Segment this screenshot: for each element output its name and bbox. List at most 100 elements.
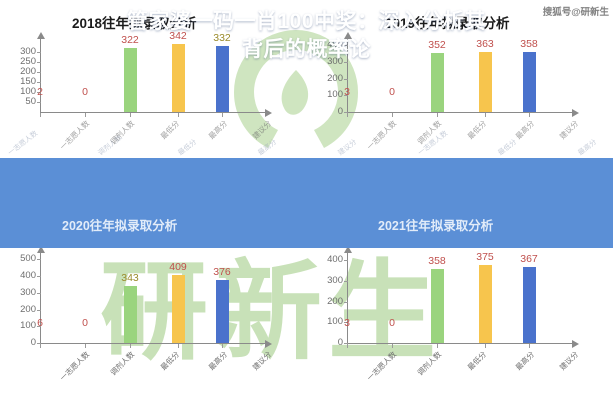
y-axis-arrow-icon: [36, 32, 45, 39]
bar-value-label: 367: [520, 252, 538, 265]
bar-value-label: 376: [213, 266, 231, 279]
y-tick-mark: [37, 276, 41, 278]
y-tick-mark: [37, 52, 41, 53]
y-tick-label: 200: [20, 66, 36, 77]
y-tick-mark: [344, 343, 348, 344]
chart-title-2019: 2019往年拟录取分析: [385, 16, 510, 31]
bar-value-label: 3: [344, 86, 350, 98]
bar-value-label: 358: [428, 254, 446, 267]
x-axis-label: 一志愿人数: [58, 349, 92, 383]
x-tick-mark: [347, 344, 348, 348]
chart-title-2021: 2021往年拟录取分析: [378, 219, 494, 233]
y-tick-label: 200: [20, 303, 36, 315]
y-tick-label: 0: [337, 337, 343, 348]
x-axis-arrow-icon: [265, 339, 272, 348]
x-axis-label: 调剂人数: [415, 349, 444, 378]
x-axis-arrow-icon: [265, 108, 272, 117]
y-axis-arrow-icon: [343, 246, 352, 253]
bar-value-label: 342: [169, 29, 187, 42]
y-tick-mark: [37, 309, 41, 311]
bar: [430, 53, 444, 112]
bar: [430, 268, 444, 343]
bar: [478, 265, 492, 343]
x-tick-mark: [485, 113, 486, 117]
y-axis: [347, 252, 348, 343]
y-tick-mark: [37, 62, 41, 63]
banner-headline-line1: 管家婆一码一肖100中奖：深入分析其: [126, 10, 487, 33]
y-axis: [40, 252, 41, 343]
y-axis-arrow-icon: [36, 246, 45, 253]
y-tick-mark: [37, 102, 41, 103]
x-axis-label: 最高分: [513, 349, 537, 372]
y-tick-mark: [37, 292, 41, 294]
x-axis-label: 建议分: [557, 118, 581, 141]
bar-value-label: 332: [213, 31, 231, 44]
x-axis: [40, 112, 265, 113]
y-tick-mark: [344, 301, 348, 303]
x-axis-arrow-icon: [572, 108, 579, 117]
bar-value-label: 0: [82, 317, 88, 329]
x-tick-mark: [130, 113, 131, 117]
bar: [123, 285, 137, 343]
x-tick-mark: [222, 344, 223, 348]
x-axis-label: 最高分: [206, 118, 230, 141]
x-tick-mark: [222, 113, 223, 117]
y-tick-label: 200: [327, 295, 343, 307]
banner-headline-line2: 背后的概率论: [242, 38, 371, 61]
x-tick-mark: [485, 344, 486, 348]
x-axis: [40, 343, 265, 344]
bar-value-label: 0: [82, 86, 88, 98]
chart-panel-2018: 300 250 200 150 100 50 2 一志愿人数 0 调剂人数 322 最低分 342 最高分…: [0, 30, 306, 158]
x-tick-mark: [347, 113, 348, 117]
x-axis-label: 建议分: [557, 349, 581, 372]
y-tick-label: 250: [20, 56, 36, 67]
x-tick-mark: [178, 344, 179, 348]
y-tick-label: 200: [327, 72, 343, 84]
x-axis-label: 最低分: [158, 118, 182, 141]
x-axis-label: 建议分: [250, 118, 274, 141]
chart-title-2018: 2018往年拟录取分析: [72, 16, 197, 31]
x-axis-label: 最低分: [465, 349, 489, 372]
bar-value-label: 3: [344, 317, 350, 329]
y-tick-mark: [37, 326, 41, 328]
y-tick-label: 500: [20, 253, 36, 265]
y-tick-label: 400: [327, 254, 343, 266]
y-tick-mark: [344, 260, 348, 262]
x-axis-label: 最低分: [158, 349, 182, 372]
bar: [215, 280, 229, 343]
x-axis-label: 调剂人数: [415, 118, 444, 147]
y-tick-mark: [344, 280, 348, 282]
x-tick-mark: [437, 113, 438, 117]
bar-value-label: 6: [37, 317, 43, 329]
y-axis: [40, 38, 41, 112]
x-axis-arrow-icon: [572, 339, 579, 348]
x-axis-label: 调剂人数: [108, 118, 137, 147]
y-tick-label: 300: [327, 274, 343, 286]
y-tick-mark: [37, 343, 41, 344]
chart-title-2020: 2020往年拟录取分析: [62, 219, 178, 233]
x-axis-label: 建议分: [250, 349, 274, 372]
bar: [522, 52, 536, 112]
bar: [123, 47, 137, 112]
x-axis-label: 最低分: [465, 118, 489, 141]
y-tick-mark: [344, 322, 348, 324]
y-tick-label: 300: [20, 46, 36, 57]
y-tick-label: 150: [20, 76, 36, 87]
y-tick-label: 100: [20, 320, 36, 332]
y-tick-mark: [344, 78, 348, 80]
x-axis-label: 一志愿人数: [365, 349, 399, 383]
bar-value-label: 343: [121, 271, 139, 284]
y-tick-mark: [37, 72, 41, 73]
bar: [171, 274, 185, 343]
x-tick-mark: [178, 113, 179, 117]
y-tick-label: 300: [20, 286, 36, 298]
x-tick-mark: [392, 113, 393, 117]
x-tick-mark: [85, 113, 86, 117]
x-axis-label: 一志愿人数: [365, 118, 399, 152]
y-tick-label: 0: [337, 106, 343, 117]
x-axis-label: 一志愿人数: [58, 118, 92, 152]
bar-value-label: 363: [476, 37, 494, 50]
y-tick-mark: [37, 92, 41, 93]
bar-value-label: 409: [169, 260, 187, 273]
